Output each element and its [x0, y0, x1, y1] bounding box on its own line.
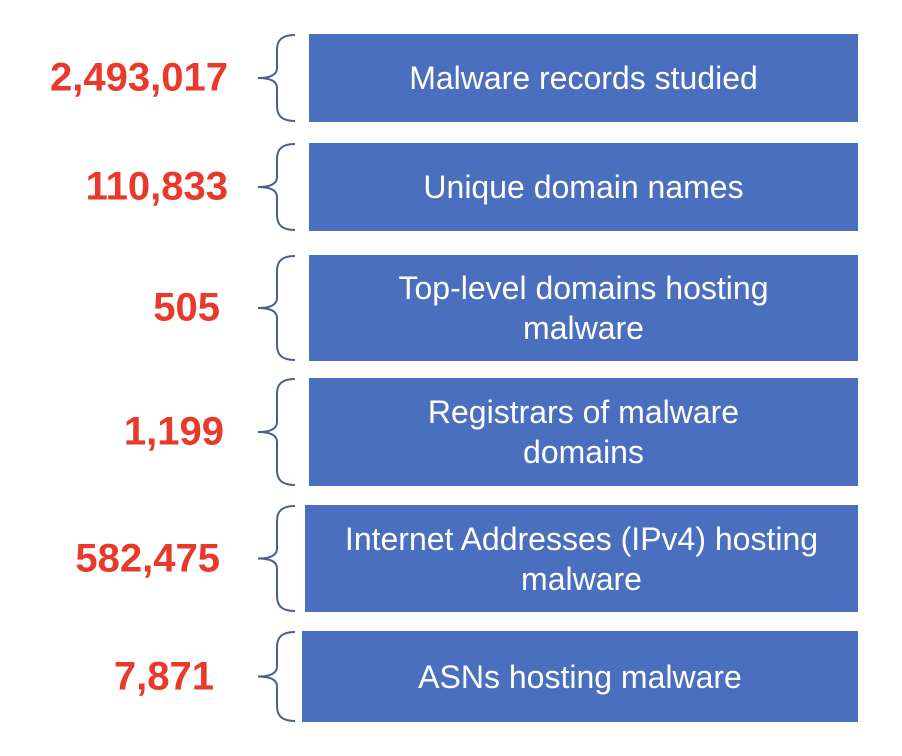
brace-icon: [257, 505, 296, 612]
stat-value: 1,199: [123, 409, 224, 454]
stat-label: Top-level domains hosting malware: [398, 270, 769, 346]
stat-label-box: Top-level domains hosting malware: [309, 255, 858, 361]
brace-icon: [257, 378, 296, 486]
stat-value: 582,475: [75, 536, 220, 580]
stat-label-box: Unique domain names: [309, 143, 858, 231]
stat-row: 2,493,017 Malware records studied: [0, 34, 902, 122]
brace-icon: [257, 255, 296, 361]
stat-label: Registrars of malware domains: [427, 394, 740, 470]
stat-value: 2,493,017: [50, 55, 228, 100]
stat-row: 582,475 Internet Addresses (IPv4) hostin…: [0, 505, 902, 612]
stat-row: 110,833 Unique domain names: [0, 143, 902, 231]
stat-label-box: ASNs hosting malware: [302, 631, 858, 722]
brace-icon: [257, 143, 296, 231]
stat-row: 7,871 ASNs hosting malware: [0, 631, 902, 722]
stat-value: 110,833: [85, 164, 228, 209]
stat-row: 505 Top-level domains hosting malware: [0, 255, 902, 361]
stat-label-box: Internet Addresses (IPv4) hosting malwar…: [305, 505, 858, 612]
stat-label: ASNs hosting malware: [418, 658, 742, 695]
stat-label: Unique domain names: [423, 169, 744, 205]
brace-icon: [257, 631, 296, 722]
stat-value: 7,871: [113, 654, 214, 698]
brace-icon: [257, 34, 296, 122]
stat-label-box: Registrars of malware domains: [309, 378, 858, 486]
stat-label: Internet Addresses (IPv4) hosting malwar…: [344, 520, 819, 597]
stat-label: Malware records studied: [409, 60, 758, 96]
stat-label-box: Malware records studied: [309, 34, 858, 122]
stat-value: 505: [153, 285, 220, 330]
stat-row: 1,199 Registrars of malware domains: [0, 378, 902, 486]
